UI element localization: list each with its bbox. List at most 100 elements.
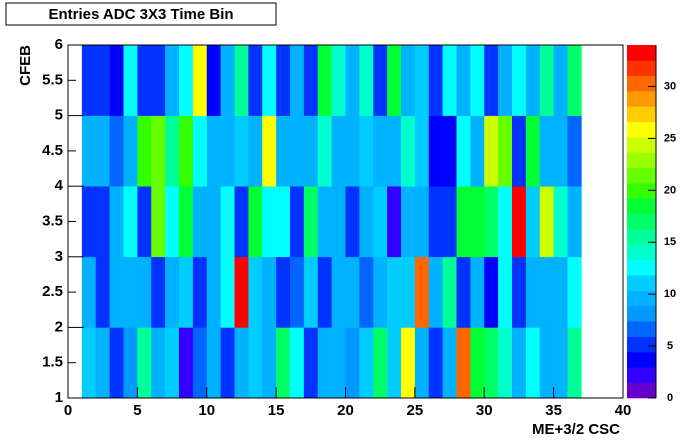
heat-cell — [428, 327, 443, 399]
heat-cell — [456, 45, 471, 116]
heat-cell — [95, 115, 110, 187]
heat-cell — [262, 256, 277, 328]
heat-cell — [387, 186, 402, 258]
heat-cell — [470, 256, 485, 328]
y-tick-label: 4 — [55, 177, 64, 194]
y-tick-label: 4.5 — [42, 142, 63, 159]
heat-cell — [525, 186, 541, 258]
heat-cell — [317, 256, 332, 328]
heat-cell — [276, 45, 291, 116]
heat-cell — [165, 45, 180, 116]
heat-cell — [220, 186, 235, 258]
heat-cell — [262, 45, 277, 116]
heat-cell — [442, 186, 457, 258]
heat-cell — [248, 45, 263, 116]
x-axis-label: ME+3/2 CSC — [532, 421, 620, 438]
heat-cell — [470, 327, 485, 399]
heat-cell — [109, 45, 124, 116]
heat-cell — [345, 45, 360, 116]
x-tick-label: 15 — [268, 402, 285, 419]
heat-cell — [137, 186, 152, 258]
z-tick-label: 10 — [664, 288, 676, 300]
heat-cell — [331, 327, 346, 399]
heat-cell — [234, 186, 249, 258]
heat-cell — [248, 327, 263, 399]
heat-cell — [248, 256, 263, 328]
x-tick-label: 10 — [198, 402, 215, 419]
heat-cell — [206, 256, 221, 328]
heat-cell — [359, 115, 374, 187]
heat-cell — [317, 115, 332, 187]
heat-cell — [484, 327, 499, 399]
heat-cell — [331, 45, 346, 116]
z-tick-label: 30 — [664, 80, 676, 92]
heat-cell — [401, 186, 416, 258]
heat-cell — [401, 115, 416, 187]
palette-box — [627, 259, 656, 276]
heat-cell — [192, 186, 208, 258]
heat-cell — [290, 327, 305, 399]
heat-cell — [345, 186, 360, 258]
palette-box — [627, 351, 656, 368]
heat-cell — [359, 327, 374, 399]
heat-cell — [373, 186, 388, 258]
heat-cell — [220, 327, 235, 399]
heat-cell — [151, 256, 166, 328]
heat-cell — [165, 327, 180, 399]
heat-cell — [525, 45, 541, 116]
heat-cell — [151, 45, 166, 116]
heat-cell — [276, 186, 291, 258]
palette-box — [627, 75, 656, 92]
heat-cell — [81, 256, 97, 328]
palette-box — [627, 183, 656, 199]
heat-cell — [317, 186, 332, 258]
heat-cell — [192, 327, 208, 399]
heat-cell — [206, 327, 221, 399]
heat-cell — [525, 327, 541, 399]
heat-cell — [137, 327, 152, 399]
x-tick-label: 0 — [64, 402, 72, 419]
palette-box — [627, 336, 656, 353]
heat-cell — [359, 45, 374, 116]
palette-box — [627, 45, 656, 61]
heat-cell — [484, 186, 499, 258]
heat-cell — [414, 327, 430, 399]
heat-cell — [359, 186, 374, 258]
heat-cell — [262, 327, 277, 399]
heat-cell — [567, 115, 582, 187]
palette-box — [627, 305, 656, 322]
heat-cell — [179, 186, 194, 258]
heat-cell — [539, 115, 554, 187]
heat-cell — [303, 327, 319, 399]
heat-cell — [401, 45, 416, 116]
y-tick-label: 3 — [55, 248, 63, 265]
z-tick-label: 0 — [667, 392, 673, 404]
heat-cell — [81, 327, 97, 399]
heat-cell — [456, 115, 471, 187]
heat-cell — [512, 327, 527, 399]
heat-cell — [95, 256, 110, 328]
heat-cell — [525, 256, 541, 328]
heat-cell — [165, 186, 180, 258]
heat-cell — [498, 256, 513, 328]
heat-cell — [373, 115, 388, 187]
heat-cell — [123, 327, 138, 399]
x-tick-label: 35 — [545, 402, 562, 419]
palette-box — [627, 91, 656, 107]
heat-cell — [317, 327, 332, 399]
heat-cell — [345, 327, 360, 399]
palette-box — [627, 290, 656, 307]
heat-cell — [414, 45, 430, 116]
heat-cell — [498, 45, 513, 116]
palette-box — [627, 152, 656, 169]
heat-cell — [137, 45, 152, 116]
heat-cell — [498, 327, 513, 399]
heat-cell — [109, 186, 124, 258]
heat-cell — [276, 256, 291, 328]
heat-cell — [387, 45, 402, 116]
heat-cell — [276, 327, 291, 399]
heat-cell — [290, 115, 305, 187]
heat-cell — [470, 45, 485, 116]
heat-cell — [290, 45, 305, 116]
heat-cell — [151, 186, 166, 258]
